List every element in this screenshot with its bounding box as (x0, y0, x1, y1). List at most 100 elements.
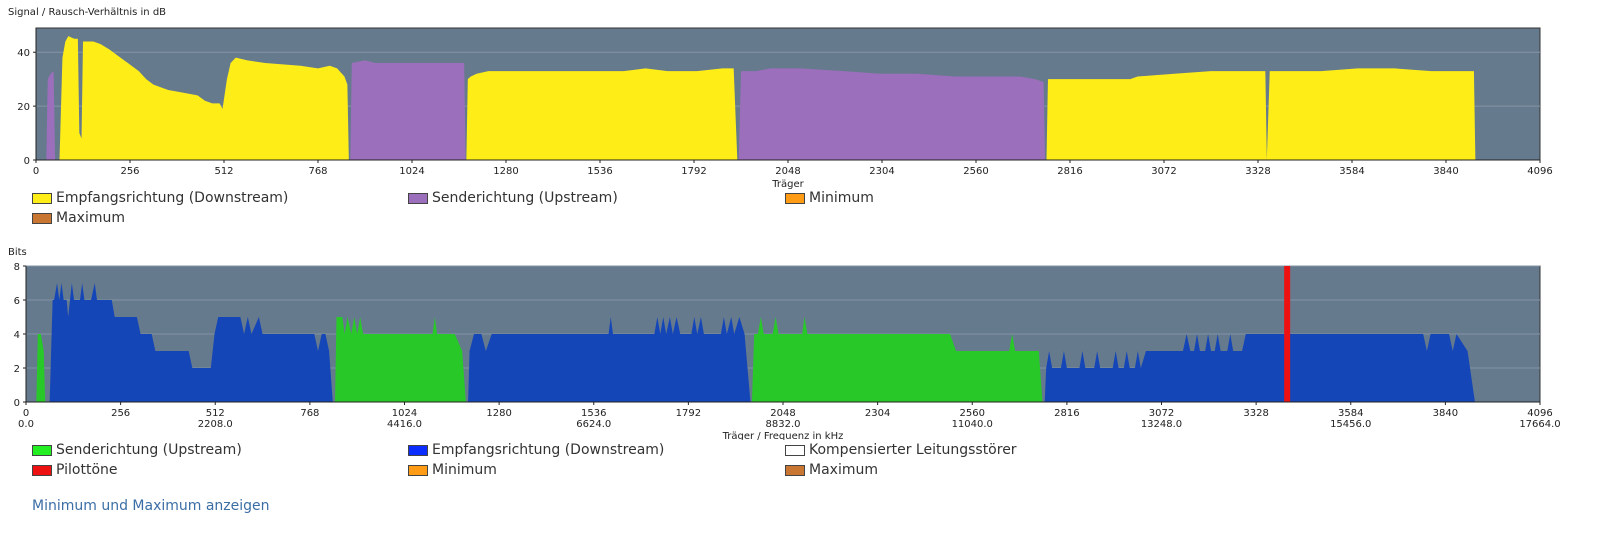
bits-series-4 (751, 317, 1043, 402)
legend-crosstalk-label: Kompensierter Leitungsstörer (809, 442, 1017, 458)
legend-minimum-bits-swatch (408, 464, 428, 476)
snr-x-tick-label: 3584 (1339, 166, 1364, 177)
bits-series-1 (49, 283, 333, 402)
legend-pilot-swatch (32, 464, 52, 476)
bits-x-khz-label: 13248.0 (1141, 419, 1182, 430)
snr-x-tick-label: 0 (33, 166, 39, 177)
bits-x-tick-label: 2304 (865, 408, 890, 419)
bits-x-khz-label: 0.0 (18, 419, 34, 430)
bits-series-0 (36, 334, 46, 402)
legend-maximum-bits: Maximum (785, 462, 878, 478)
legend-upstream-bits: Senderichtung (Upstream) (32, 442, 242, 458)
snr-series-5 (1046, 68, 1476, 160)
legend-pilot: Pilottöne (32, 462, 118, 478)
snr-y-tick-label: 20 (17, 102, 30, 113)
legend-maximum-bits-swatch (785, 464, 805, 476)
snr-chart: Signal / Rausch-Verhältnis in dB 0 20 40 0 2… (0, 0, 1615, 240)
bits-series-5 (1044, 334, 1475, 402)
legend-crosstalk-swatch (785, 444, 805, 456)
show-min-max-link[interactable]: Minimum und Maximum anzeigen (32, 498, 270, 514)
snr-y-axis-label: Signal / Rausch-Verhältnis in dB (8, 7, 167, 18)
legend-minimum: Minimum (785, 190, 874, 206)
legend-upstream-label: Senderichtung (Upstream) (432, 190, 618, 206)
snr-series-0 (46, 71, 56, 160)
snr-series-3 (466, 68, 738, 160)
snr-x-tick-label: 3072 (1151, 166, 1176, 177)
snr-x-tick-label: 3328 (1245, 166, 1270, 177)
bits-y-tick-label: 0 (14, 398, 20, 409)
bits-x-tick-label: 0 (23, 408, 29, 419)
bits-x-khz-label: 8832.0 (766, 419, 801, 430)
bits-x-tick-label: 768 (300, 408, 319, 419)
legend-upstream: Senderichtung (Upstream) (408, 190, 618, 206)
bits-x-tick-label: 512 (206, 408, 225, 419)
bits-x-tick-label: 2816 (1054, 408, 1079, 419)
bits-x-khz-label: 6624.0 (576, 419, 611, 430)
snr-x-tick-label: 2560 (963, 166, 988, 177)
snr-x-tick-label: 1536 (587, 166, 612, 177)
bits-x-khz-label: 17664.0 (1519, 419, 1560, 430)
legend-downstream-label: Empfangsrichtung (Downstream) (56, 190, 289, 206)
snr-chart-svg: 0 20 40 0 256 512 768 1024 1280 1536 1792 2048 2304 2… (17, 27, 1553, 190)
snr-series-4 (738, 68, 1046, 160)
bits-x-tick-label: 1536 (581, 408, 606, 419)
bits-x-khz-label: 11040.0 (952, 419, 993, 430)
legend-downstream-bits-label: Empfangsrichtung (Downstream) (432, 442, 665, 458)
bits-y-tick-label: 8 (14, 262, 20, 273)
bits-pilot-tone (1284, 266, 1291, 402)
snr-x-tick-label: 1024 (399, 166, 424, 177)
legend-maximum-swatch (32, 212, 52, 224)
legend-downstream-swatch (32, 192, 52, 204)
bits-y-axis-label: Bits (8, 247, 27, 258)
bits-x-tick-label: 1024 (392, 408, 417, 419)
bits-y-tick-label: 6 (14, 296, 20, 307)
bits-legend: Senderichtung (Upstream) Empfangsrichtun… (32, 442, 1232, 487)
snr-legend: Empfangsrichtung (Downstream) Sendericht… (32, 190, 1232, 235)
legend-minimum-bits: Minimum (408, 462, 497, 478)
snr-x-tick-label: 2048 (775, 166, 800, 177)
legend-upstream-bits-swatch (32, 444, 52, 456)
legend-pilot-label: Pilottöne (56, 462, 118, 478)
snr-x-tick-label: 1280 (493, 166, 518, 177)
bits-x-tick-label: 3840 (1433, 408, 1458, 419)
bits-x-tick-label: 3072 (1149, 408, 1174, 419)
bits-x-khz-label: 15456.0 (1330, 419, 1371, 430)
bits-x-tick-label: 2560 (960, 408, 985, 419)
snr-y-tick-label: 40 (17, 48, 30, 59)
bits-x-tick-label: 2048 (770, 408, 795, 419)
bits-x-khz-label: 2208.0 (198, 419, 233, 430)
legend-maximum-label: Maximum (56, 210, 125, 226)
bits-series-2 (335, 317, 466, 402)
bits-x-tick-label: 256 (111, 408, 130, 419)
snr-x-tick-label: 768 (308, 166, 327, 177)
legend-minimum-bits-label: Minimum (432, 462, 497, 478)
snr-y-tick-label: 0 (24, 156, 30, 167)
legend-upstream-swatch (408, 192, 428, 204)
snr-x-tick-label: 512 (214, 166, 233, 177)
legend-minimum-swatch (785, 192, 805, 204)
snr-x-axis-label: Träger (771, 179, 804, 190)
snr-x-tick-label: 1792 (681, 166, 706, 177)
bits-x-tick-label: 1792 (676, 408, 701, 419)
legend-downstream-bits-swatch (408, 444, 428, 456)
bits-x-tick-label: 1280 (486, 408, 511, 419)
snr-x-tick-label: 256 (120, 166, 139, 177)
bits-x-khz-label: 4416.0 (387, 419, 422, 430)
legend-downstream-bits: Empfangsrichtung (Downstream) (408, 442, 664, 458)
snr-series-1 (59, 36, 349, 160)
bits-x-tick-label: 3584 (1338, 408, 1363, 419)
snr-series-2 (350, 60, 466, 160)
bits-x-axis-label: Träger / Frequenz in kHz (722, 431, 844, 440)
bits-y-tick-label: 2 (14, 364, 20, 375)
legend-minimum-label: Minimum (809, 190, 874, 206)
snr-x-tick-label: 2304 (869, 166, 894, 177)
bits-y-tick-label: 4 (14, 330, 20, 341)
legend-maximum-bits-label: Maximum (809, 462, 878, 478)
bits-x-tick-label: 4096 (1527, 408, 1552, 419)
legend-maximum: Maximum (32, 210, 125, 226)
snr-x-tick-label: 4096 (1527, 166, 1552, 177)
legend-upstream-bits-label: Senderichtung (Upstream) (56, 442, 242, 458)
bits-chart: Bits 0 2 4 6 8 0 0.0 256 512 2208.0 768 1024 4416.0 1… (0, 245, 1615, 495)
legend-downstream: Empfangsrichtung (Downstream) (32, 190, 288, 206)
